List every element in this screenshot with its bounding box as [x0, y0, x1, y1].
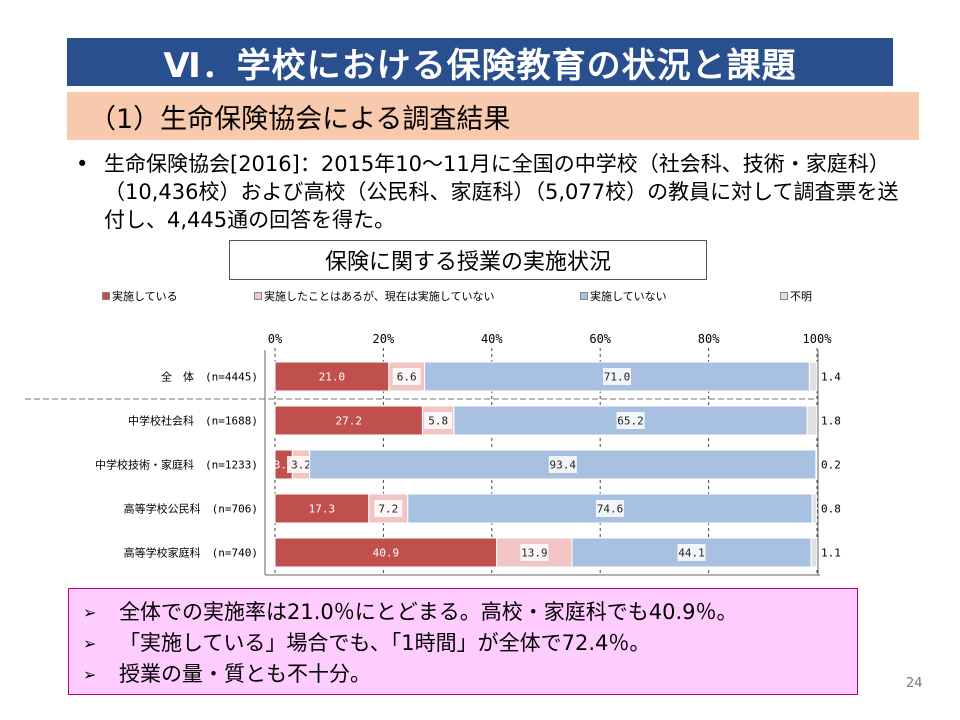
data-label: 93.4: [550, 459, 577, 472]
data-label-bg: [424, 412, 453, 429]
data-label: 1.8: [821, 415, 841, 428]
data-label: 6.6: [397, 371, 417, 384]
survey-description-text: 生命保険協会[2016]：2015年10～11月に全国の中学校（社会科、技術・家…: [104, 152, 899, 232]
data-label: 21.0: [319, 371, 346, 384]
data-label: 5.8: [428, 415, 448, 428]
arrow-bullet-icon: ➢: [83, 603, 97, 622]
data-label: 3.2: [291, 459, 311, 472]
survey-description: • 生命保険協会[2016]：2015年10～11月に全国の中学校（社会科、技術…: [76, 150, 906, 234]
data-label-bg: [548, 456, 577, 473]
category-label: 中学校技術・家庭科 (n=1233): [95, 458, 258, 472]
chart-title: 保険に関する授業の実施状況: [229, 240, 707, 280]
summary-line: ➢ 授業の量・質とも不十分。: [83, 659, 843, 690]
x-tick-label: 40%: [481, 332, 503, 346]
bar-segment: [810, 537, 818, 568]
legend-swatch: [102, 292, 110, 300]
arrow-bullet-icon: ➢: [83, 634, 97, 653]
data-label-bg: [677, 544, 706, 561]
summary-line: ➢ 全体での実施率は21.0％にとどまる。高校・家庭科でも40.9％。: [83, 597, 843, 628]
legend-item-unknown: 不明: [780, 288, 812, 304]
data-label: 44.1: [678, 547, 705, 560]
arrow-bullet-icon: ➢: [83, 665, 97, 684]
x-tick-label: 80%: [698, 332, 720, 346]
slide-subtitle: （1）生命保険協会による調査結果: [67, 92, 919, 140]
legend-label: 実施している: [112, 290, 178, 303]
data-label: 40.9: [373, 547, 400, 560]
data-label-bg: [603, 368, 632, 385]
legend-swatch: [254, 292, 262, 300]
legend-swatch: [580, 292, 588, 300]
data-label: 71.0: [604, 371, 631, 384]
category-label: 中学校社会科 (n=1688): [128, 414, 258, 428]
data-label-bg: [374, 500, 403, 517]
bar-segment: [808, 361, 818, 392]
data-label: 65.2: [617, 415, 644, 428]
data-label-bg: [616, 412, 645, 429]
x-tick-label: 100%: [803, 332, 833, 346]
bullet-marker: •: [76, 152, 89, 176]
chart-legend: 実施している 実施したことはあるが、現在は実施していない 実施していない 不明: [102, 288, 862, 306]
bar-segment: [806, 405, 818, 436]
data-label: 7.2: [378, 503, 398, 516]
bar-segment: [811, 493, 817, 524]
data-label-bg: [520, 544, 549, 561]
legend-swatch: [780, 292, 788, 300]
data-label: 1.4: [821, 371, 841, 384]
x-tick-label: 60%: [589, 332, 611, 346]
data-label-bg: [392, 368, 421, 385]
data-label: 13.9: [521, 547, 548, 560]
summary-line: ➢ 「実施している」場合でも、「1時間」が全体で72.4％。: [83, 628, 843, 659]
data-label: 0.2: [821, 459, 841, 472]
slide-title: Ⅵ．学校における保険教育の状況と課題: [67, 38, 893, 86]
data-label: 74.6: [597, 503, 624, 516]
bar-segment: [274, 537, 498, 568]
summary-text: 全体での実施率は21.0％にとどまる。高校・家庭科でも40.9％。: [119, 600, 738, 624]
data-label: 0.8: [821, 503, 841, 516]
data-label-bg: [595, 500, 624, 517]
bar-segment: [274, 405, 423, 436]
legend-label: 実施していない: [590, 290, 667, 303]
legend-label: 不明: [790, 290, 812, 303]
page-number: 24: [906, 676, 923, 691]
category-label: 全 体 (n=4445): [161, 370, 258, 384]
data-label: 27.2: [335, 415, 362, 428]
legend-item-implemented: 実施している: [102, 288, 178, 304]
summary-text: 授業の量・質とも不十分。: [119, 662, 371, 686]
data-label-bg: [287, 456, 316, 473]
data-label: 1.1: [821, 547, 841, 560]
summary-text: 「実施している」場合でも、「1時間」が全体で72.4％。: [119, 631, 651, 655]
legend-item-past-implemented: 実施したことはあるが、現在は実施していない: [254, 288, 494, 304]
summary-box: ➢ 全体での実施率は21.0％にとどまる。高校・家庭科でも40.9％。 ➢ 「実…: [68, 588, 858, 695]
legend-item-not-implemented: 実施していない: [580, 288, 667, 304]
data-label: 17.3: [309, 503, 336, 516]
category-label: 高等学校公民科 (n=706): [124, 502, 258, 516]
bar-segment: [815, 449, 818, 480]
x-tick-label: 0%: [268, 332, 283, 346]
x-tick-label: 20%: [373, 332, 395, 346]
legend-label: 実施したことはあるが、現在は実施していない: [264, 290, 495, 303]
category-label: 高等学校家庭科 (n=740): [124, 546, 258, 560]
